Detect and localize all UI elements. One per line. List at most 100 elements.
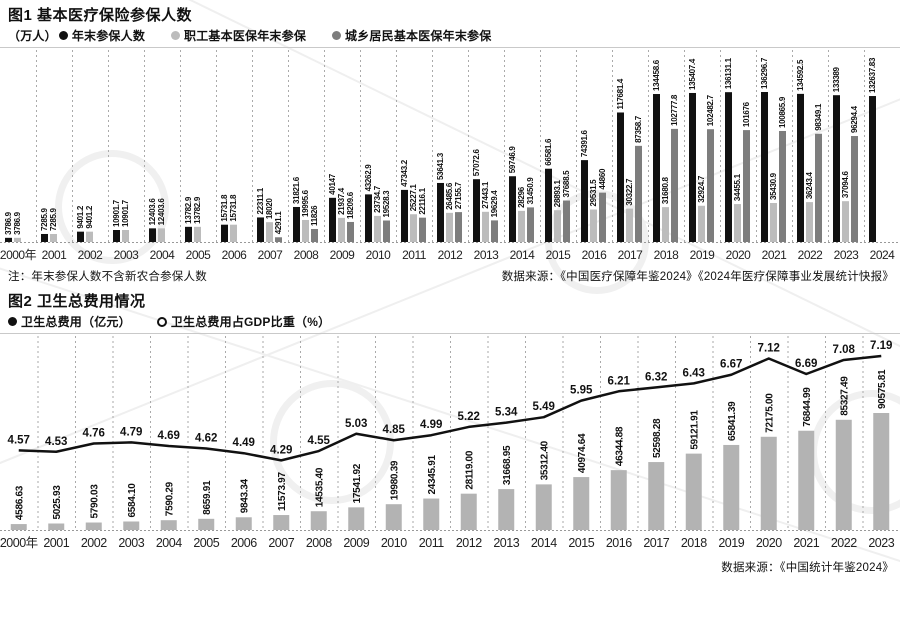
year-label: 2008 — [306, 536, 332, 550]
bar — [599, 192, 606, 242]
bar-value-label: 32924.7 — [697, 175, 706, 203]
bar — [158, 228, 165, 242]
bar-value-label: 40147 — [328, 173, 337, 195]
year-label: 2009 — [330, 248, 356, 262]
bar — [833, 95, 840, 242]
bar-value-label: 9401.2 — [85, 205, 94, 229]
bar — [48, 523, 65, 530]
trend-value-label: 6.69 — [795, 358, 817, 370]
bar — [437, 182, 444, 242]
bar-value-label: 13782.9 — [184, 196, 193, 224]
bar — [410, 214, 417, 242]
bar-value-label: 101676 — [742, 101, 751, 127]
bar-value-label: 21937.4 — [337, 187, 346, 215]
bar — [302, 219, 309, 242]
year-label: 2006 — [231, 536, 257, 550]
bar-value-label: 87358.7 — [634, 115, 643, 143]
bar-value-label: 3786.9 — [4, 211, 13, 235]
bar-value-label: 31821.6 — [292, 176, 301, 204]
bar-value-label: 134458.6 — [652, 59, 661, 91]
year-label: 2018 — [654, 248, 680, 262]
year-label: 2000年 — [0, 536, 38, 550]
year-label: 2010 — [366, 248, 392, 262]
bar-value-label: 47343.2 — [400, 159, 409, 187]
bar-value-label: 19995.6 — [301, 189, 310, 217]
year-label: 2001 — [43, 536, 69, 550]
figure1-legend: （万人） 年末参保人数 职工基本医保年末参保 城乡居民基本医保年末参保 — [0, 26, 900, 48]
legend-item-expenditure: 卫生总费用（亿元） — [8, 313, 131, 330]
bar-value-label: 10901.7 — [121, 199, 130, 227]
figure2-legend: 卫生总费用（亿元） 卫生总费用占GDP比重（%） — [0, 312, 900, 334]
bar-value-label: 8659.91 — [202, 480, 213, 515]
trend-value-label: 7.19 — [870, 340, 892, 352]
bar — [779, 130, 786, 242]
bar — [230, 224, 237, 242]
bar — [275, 237, 282, 242]
bar — [473, 179, 480, 242]
bar — [385, 504, 402, 530]
bar-value-label: 10901.7 — [112, 199, 121, 227]
bar-value-label: 57072.6 — [472, 149, 481, 177]
trend-value-label: 6.32 — [645, 371, 667, 383]
bar-value-label: 27155.7 — [454, 181, 463, 209]
bar-value-label: 102482.7 — [706, 94, 715, 126]
bar-value-label: 76844.99 — [802, 387, 813, 427]
trend-value-label: 5.22 — [458, 411, 480, 423]
bar — [446, 212, 453, 242]
bar-value-label: 28893.1 — [553, 180, 562, 208]
bar-value-label: 31680.8 — [661, 176, 670, 204]
bar — [648, 462, 665, 530]
trend-value-label: 4.99 — [420, 419, 442, 431]
bar-value-label: 19629.4 — [490, 190, 499, 218]
bar — [149, 228, 156, 242]
bar — [185, 226, 192, 242]
year-label: 2008 — [294, 248, 320, 262]
figure1-source: 数据来源：《中国医疗保障年鉴2024》《2024年医疗保障事业发展统计快报》 — [501, 271, 894, 283]
trend-value-label: 6.67 — [720, 359, 742, 371]
bar-value-label: 35430.9 — [769, 172, 778, 200]
bar-value-label: 59121.91 — [689, 410, 700, 450]
resident-series-dot-icon — [332, 31, 342, 40]
year-label: 2012 — [456, 536, 482, 550]
bar — [761, 92, 768, 242]
year-label: 2006 — [222, 248, 248, 262]
bar-value-label: 37094.6 — [841, 171, 850, 199]
year-label: 2000年 — [0, 248, 37, 262]
bar-value-label: 25227.1 — [409, 184, 418, 212]
bar-value-label: 19528.3 — [382, 190, 391, 218]
figure1-note: 注：年末参保人数不含新农合参保人数 — [8, 271, 207, 283]
trend-value-label: 4.69 — [158, 430, 180, 442]
year-label: 2019 — [718, 536, 744, 550]
bar — [160, 520, 177, 530]
trend-line — [18, 354, 882, 462]
bar-value-label: 133389 — [832, 66, 841, 92]
legend-label-employee: 职工基本医保年末参保 — [184, 29, 307, 43]
bar-value-label: 53641.3 — [436, 152, 445, 180]
bar — [725, 92, 732, 242]
bar-value-label: 18020 — [265, 198, 274, 220]
bar-value-label: 18209.6 — [346, 191, 355, 219]
bar — [835, 419, 852, 530]
trend-value-label: 4.55 — [308, 435, 331, 447]
bar — [535, 484, 552, 530]
year-label: 2001 — [42, 248, 68, 262]
year-label: 2014 — [531, 536, 557, 550]
bar-value-label: 5790.03 — [89, 484, 100, 519]
bar-value-label: 44860 — [598, 168, 607, 190]
bar — [235, 517, 252, 530]
bar-value-label: 22311.1 — [256, 187, 265, 214]
trend-value-label: 6.43 — [683, 367, 705, 379]
bar-value-label: 132637.83 — [868, 57, 877, 93]
bar-value-label: 65841.39 — [727, 401, 738, 441]
bar — [311, 228, 318, 242]
bar — [851, 136, 858, 242]
bar-value-label: 96294.4 — [850, 105, 859, 133]
bar — [545, 168, 552, 242]
figure1-unit-label: （万人） — [8, 29, 57, 43]
bar — [491, 220, 498, 242]
bar — [573, 477, 590, 530]
trend-value-label: 4.29 — [270, 444, 292, 456]
bar-value-label: 15731.8 — [229, 194, 238, 222]
year-label: 2004 — [156, 536, 182, 550]
